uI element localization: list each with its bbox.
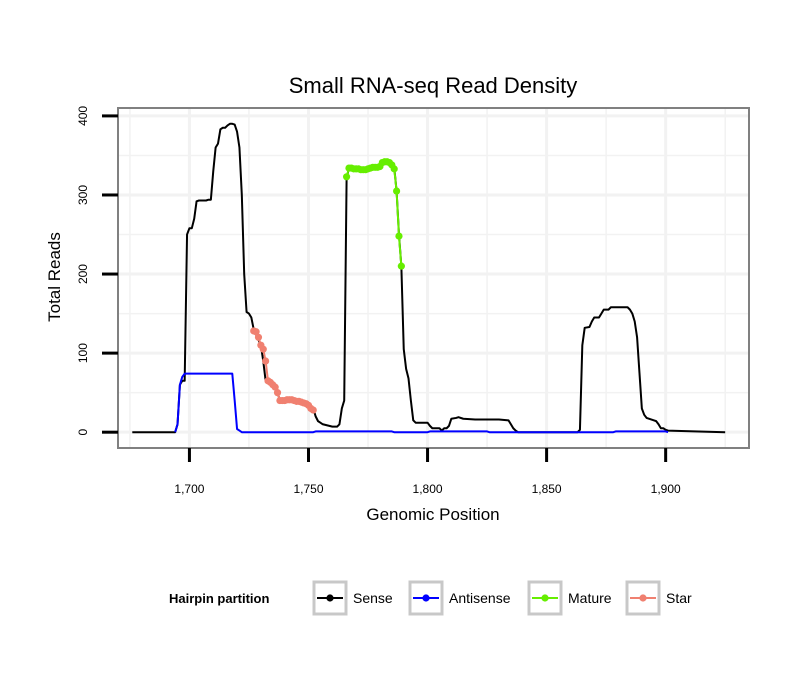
axis-ticks: 1,700 1,750 1,800 1,850 1,900 0 100 200 300 400 <box>76 106 681 496</box>
legend-key-marker <box>639 594 647 602</box>
legend-title: Hairpin partition <box>169 591 269 606</box>
x-tick-label: 1,800 <box>413 482 443 496</box>
y-tick-label: 0 <box>76 429 90 436</box>
series-star <box>250 327 317 414</box>
legend-label: Star <box>666 590 692 606</box>
data-point-mature <box>392 187 401 195</box>
y-tick-label: 400 <box>76 106 90 126</box>
series-line-mature <box>345 160 403 267</box>
x-tick-label: 1,850 <box>532 482 562 496</box>
legend-label: Antisense <box>449 590 511 606</box>
series-mature <box>342 158 405 270</box>
legend-item-mature: Mature <box>527 580 612 616</box>
series-layer <box>132 122 726 434</box>
data-point-mature <box>390 165 398 173</box>
y-tick-label: 300 <box>76 185 90 205</box>
x-axis-title: Genomic Position <box>366 505 499 524</box>
legend-label: Sense <box>353 590 393 606</box>
data-point-star <box>259 345 267 353</box>
y-tick-label: 200 <box>76 264 90 284</box>
y-tick-label: 100 <box>76 343 90 363</box>
legend: Hairpin partition Sense Antisense Mature St… <box>169 580 692 616</box>
legend-key-marker <box>422 594 430 602</box>
legend-item-sense: Sense <box>312 580 393 616</box>
plot-panel <box>117 107 750 449</box>
data-point-mature <box>397 262 405 270</box>
x-tick-label: 1,750 <box>293 482 323 496</box>
legend-key-marker <box>326 594 334 602</box>
series-antisense <box>174 372 669 434</box>
chart-title: Small RNA-seq Read Density <box>289 73 578 98</box>
x-tick-label: 1,700 <box>174 482 204 496</box>
legend-item-antisense: Antisense <box>408 580 511 616</box>
data-point-mature <box>395 232 403 240</box>
data-point-star <box>273 389 282 397</box>
data-point-star <box>252 328 260 336</box>
data-point-star <box>309 406 317 414</box>
data-point-star <box>262 357 270 365</box>
series-line-antisense <box>174 372 669 434</box>
grid <box>118 108 749 448</box>
data-point-star <box>271 383 279 391</box>
data-point-star <box>254 333 263 341</box>
legend-item-star: Star <box>625 580 692 616</box>
legend-key-marker <box>541 594 549 602</box>
legend-label: Mature <box>568 590 612 606</box>
y-axis-title: Total Reads <box>45 232 64 322</box>
data-point-mature <box>342 173 351 181</box>
x-tick-label: 1,900 <box>651 482 681 496</box>
